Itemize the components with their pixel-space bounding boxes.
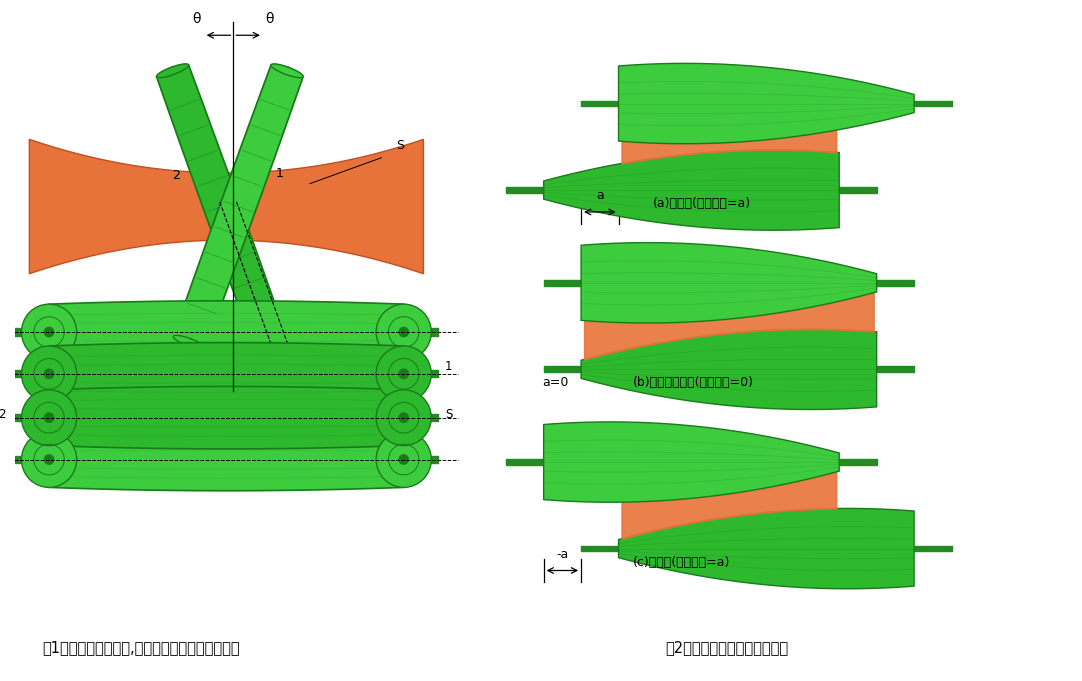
Polygon shape <box>581 242 876 323</box>
Text: 図2．上下点対称ロールシフト: 図2．上下点対称ロールシフト <box>664 639 788 654</box>
Text: S: S <box>396 139 404 152</box>
Text: 2: 2 <box>172 169 180 182</box>
Circle shape <box>377 432 432 488</box>
Polygon shape <box>49 428 404 491</box>
Text: S: S <box>445 408 452 421</box>
Polygon shape <box>619 509 914 589</box>
Polygon shape <box>157 64 188 78</box>
Circle shape <box>22 346 77 402</box>
Text: a: a <box>596 189 604 202</box>
Text: (c)凹断面(シフト量=a): (c)凹断面(シフト量=a) <box>633 556 730 569</box>
Text: (a)凸断面(シフト量=a): (a)凸断面(シフト量=a) <box>654 197 751 210</box>
Text: 1: 1 <box>276 167 283 180</box>
Text: -a: -a <box>556 548 568 560</box>
Text: θ: θ <box>265 12 274 27</box>
Circle shape <box>377 346 432 402</box>
Circle shape <box>44 413 54 423</box>
Text: a=0: a=0 <box>542 377 568 390</box>
Text: θ: θ <box>193 12 201 27</box>
Circle shape <box>399 454 409 464</box>
Text: 図1．ペアクロス（上,下ロール群を対でクロス）: 図1．ペアクロス（上,下ロール群を対でクロス） <box>42 639 240 654</box>
Circle shape <box>22 390 77 445</box>
Circle shape <box>377 304 432 360</box>
Polygon shape <box>173 65 303 348</box>
Circle shape <box>377 390 432 445</box>
Polygon shape <box>29 140 423 274</box>
Polygon shape <box>49 343 404 405</box>
Circle shape <box>44 369 54 379</box>
Polygon shape <box>49 301 404 363</box>
Polygon shape <box>270 64 303 78</box>
Circle shape <box>44 327 54 337</box>
Polygon shape <box>254 335 287 349</box>
Polygon shape <box>619 63 914 144</box>
Circle shape <box>22 432 77 488</box>
Polygon shape <box>157 65 287 348</box>
Circle shape <box>399 369 409 379</box>
Circle shape <box>22 304 77 360</box>
Polygon shape <box>49 386 404 449</box>
Text: 2: 2 <box>0 408 5 421</box>
Polygon shape <box>543 422 840 502</box>
Circle shape <box>399 413 409 423</box>
Circle shape <box>44 454 54 464</box>
Text: 1: 1 <box>445 360 452 373</box>
Circle shape <box>399 327 409 337</box>
Polygon shape <box>543 150 840 230</box>
Polygon shape <box>173 335 206 349</box>
Text: (b)フラット断面(シフト量=0): (b)フラット断面(シフト量=0) <box>633 377 754 390</box>
Polygon shape <box>581 329 876 409</box>
